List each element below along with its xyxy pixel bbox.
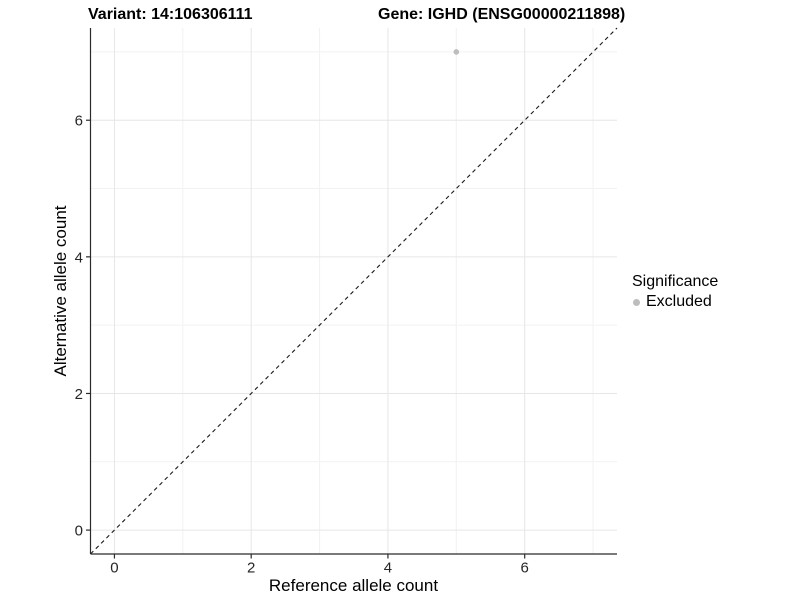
legend-item-excluded: Excluded [633,293,718,311]
x-tick-label: 4 [384,560,392,577]
x-tick-label: 0 [110,560,118,577]
gene-title: Gene: IGHD (ENSG00000211898) [378,6,626,23]
y-tick-label: 0 [75,523,83,540]
y-tick-label: 6 [75,113,83,130]
x-tick-label: 6 [521,560,529,577]
y-tick-label: 2 [75,386,83,403]
x-axis-title: Reference allele count [268,576,439,595]
variant-title: Variant: 14:106306111 [88,6,253,23]
legend-item-label: Excluded [646,293,712,310]
legend: Significance Excluded [632,273,718,311]
y-axis-title: Alternative allele count [51,205,70,377]
y-tick-label: 4 [75,249,83,266]
identity-line [90,27,618,555]
legend-title: Significance [632,273,719,290]
x-tick-label: 2 [247,560,255,577]
data-point [453,49,460,55]
excluded-point-icon [633,298,640,306]
